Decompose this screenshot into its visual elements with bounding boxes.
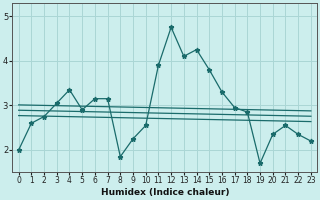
X-axis label: Humidex (Indice chaleur): Humidex (Indice chaleur) [100, 188, 229, 197]
